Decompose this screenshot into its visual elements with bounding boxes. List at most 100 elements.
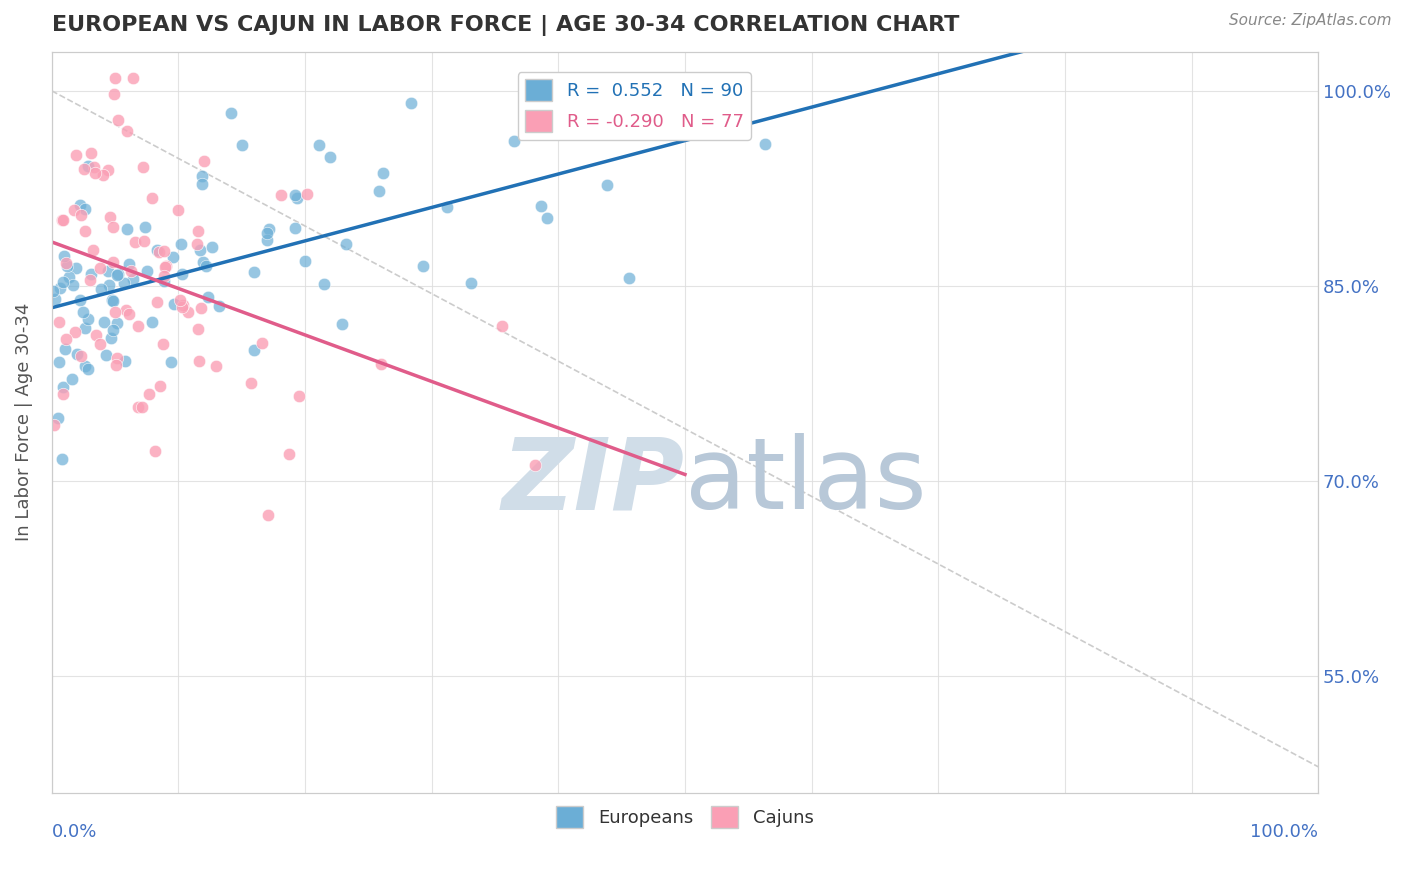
Point	[97, 264, 120, 278]
Point	[120, 264, 142, 278]
Point	[242, 343, 264, 357]
Point	[98, 210, 121, 224]
Point	[46, 411, 69, 425]
Point	[118, 308, 141, 322]
Point	[65, 147, 87, 161]
Point	[252, 335, 274, 350]
Point	[115, 124, 138, 138]
Point	[330, 317, 353, 331]
Point	[134, 220, 156, 235]
Point	[201, 240, 224, 254]
Point	[219, 106, 242, 120]
Text: ZIP: ZIP	[502, 434, 685, 530]
Point	[62, 277, 84, 292]
Point	[48, 355, 70, 369]
Point	[530, 199, 553, 213]
Point	[48, 281, 70, 295]
Point	[155, 260, 177, 274]
Point	[97, 278, 120, 293]
Point	[124, 235, 146, 249]
Point	[148, 245, 170, 260]
Point	[104, 358, 127, 372]
Point	[502, 134, 524, 148]
Point	[105, 316, 128, 330]
Point	[73, 202, 96, 216]
Point	[136, 264, 159, 278]
Point	[93, 315, 115, 329]
Point	[121, 272, 143, 286]
Point	[83, 160, 105, 174]
Point	[240, 376, 263, 391]
Point	[72, 161, 94, 176]
Point	[155, 259, 177, 273]
Point	[118, 257, 141, 271]
Point	[169, 293, 191, 307]
Point	[107, 267, 129, 281]
Point	[141, 315, 163, 329]
Point	[193, 153, 215, 168]
Point	[172, 298, 194, 312]
Point	[460, 276, 482, 290]
Point	[104, 305, 127, 319]
Point	[194, 259, 217, 273]
Point	[42, 285, 65, 299]
Point	[127, 400, 149, 414]
Point	[100, 293, 122, 307]
Point	[191, 255, 214, 269]
Point	[146, 295, 169, 310]
Point	[90, 282, 112, 296]
Point	[52, 213, 75, 227]
Point	[63, 325, 86, 339]
Point	[58, 269, 80, 284]
Point	[243, 265, 266, 279]
Point	[89, 260, 111, 275]
Point	[132, 160, 155, 174]
Point	[169, 237, 191, 252]
Text: Source: ZipAtlas.com: Source: ZipAtlas.com	[1229, 13, 1392, 29]
Point	[127, 318, 149, 333]
Point	[82, 243, 104, 257]
Point	[256, 233, 278, 247]
Point	[190, 177, 212, 191]
Point	[172, 300, 194, 314]
Point	[294, 253, 316, 268]
Point	[256, 508, 278, 523]
Point	[152, 269, 174, 284]
Point	[105, 268, 128, 282]
Point	[152, 337, 174, 351]
Point	[107, 112, 129, 127]
Point	[103, 219, 125, 234]
Point	[368, 185, 391, 199]
Point	[167, 202, 190, 217]
Point	[312, 277, 335, 292]
Point	[89, 337, 111, 351]
Point	[141, 191, 163, 205]
Point	[208, 299, 231, 313]
Point	[72, 304, 94, 318]
Point	[159, 355, 181, 369]
Point	[153, 274, 176, 288]
Point	[84, 328, 107, 343]
Point	[70, 349, 93, 363]
Point	[595, 178, 617, 193]
Point	[616, 85, 638, 99]
Point	[114, 353, 136, 368]
Point	[101, 323, 124, 337]
Text: 100.0%: 100.0%	[1250, 823, 1319, 841]
Point	[70, 208, 93, 222]
Point	[80, 145, 103, 160]
Point	[55, 332, 77, 346]
Point	[69, 198, 91, 212]
Point	[115, 221, 138, 235]
Point	[51, 275, 73, 289]
Legend: Europeans, Cajuns: Europeans, Cajuns	[550, 799, 821, 836]
Point	[536, 211, 558, 226]
Point	[287, 389, 309, 403]
Point	[52, 387, 75, 401]
Point	[190, 301, 212, 316]
Text: 0.0%: 0.0%	[52, 823, 97, 841]
Text: atlas: atlas	[685, 434, 927, 530]
Point	[73, 224, 96, 238]
Point	[79, 273, 101, 287]
Point	[754, 136, 776, 151]
